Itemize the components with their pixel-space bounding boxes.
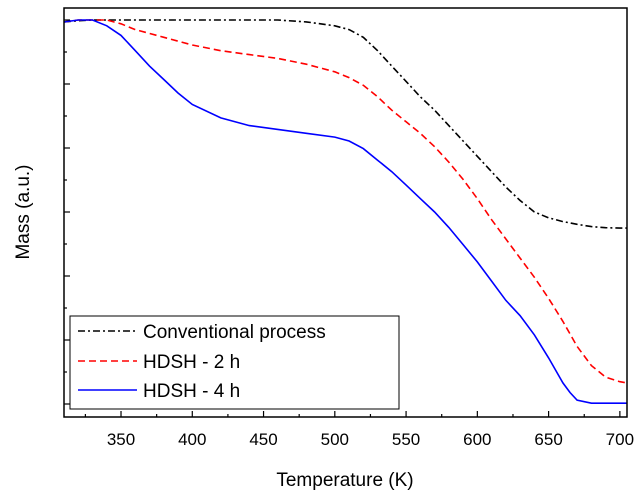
- series-line-0: [63, 19, 627, 229]
- series-layer: [63, 19, 628, 404]
- series-line-2: [63, 19, 627, 404]
- x-tick-label: 700: [606, 430, 634, 449]
- series-line-1: [63, 19, 628, 384]
- x-tick-label: 350: [107, 430, 135, 449]
- legend: Conventional process HDSH - 2 h HDSH - 4 h: [69, 315, 400, 410]
- x-tick-label: 400: [178, 430, 206, 449]
- y-axis-title: Mass (a.u.): [13, 164, 34, 259]
- x-tick-label: 450: [249, 430, 277, 449]
- x-tick-label: 600: [463, 430, 491, 449]
- x-tick-label: 650: [534, 430, 562, 449]
- legend-label-0: Conventional process: [143, 322, 326, 343]
- x-axis-title: Temperature (K): [276, 470, 413, 491]
- x-tick-label: 550: [392, 430, 420, 449]
- x-tick-labels: 350 400 450 500 550 600 650 700: [107, 430, 634, 449]
- plot-frame: [63, 7, 628, 418]
- legend-label-2: HDSH - 4 h: [143, 381, 240, 402]
- x-tick-label: 500: [321, 430, 349, 449]
- legend-label-1: HDSH - 2 h: [143, 352, 240, 373]
